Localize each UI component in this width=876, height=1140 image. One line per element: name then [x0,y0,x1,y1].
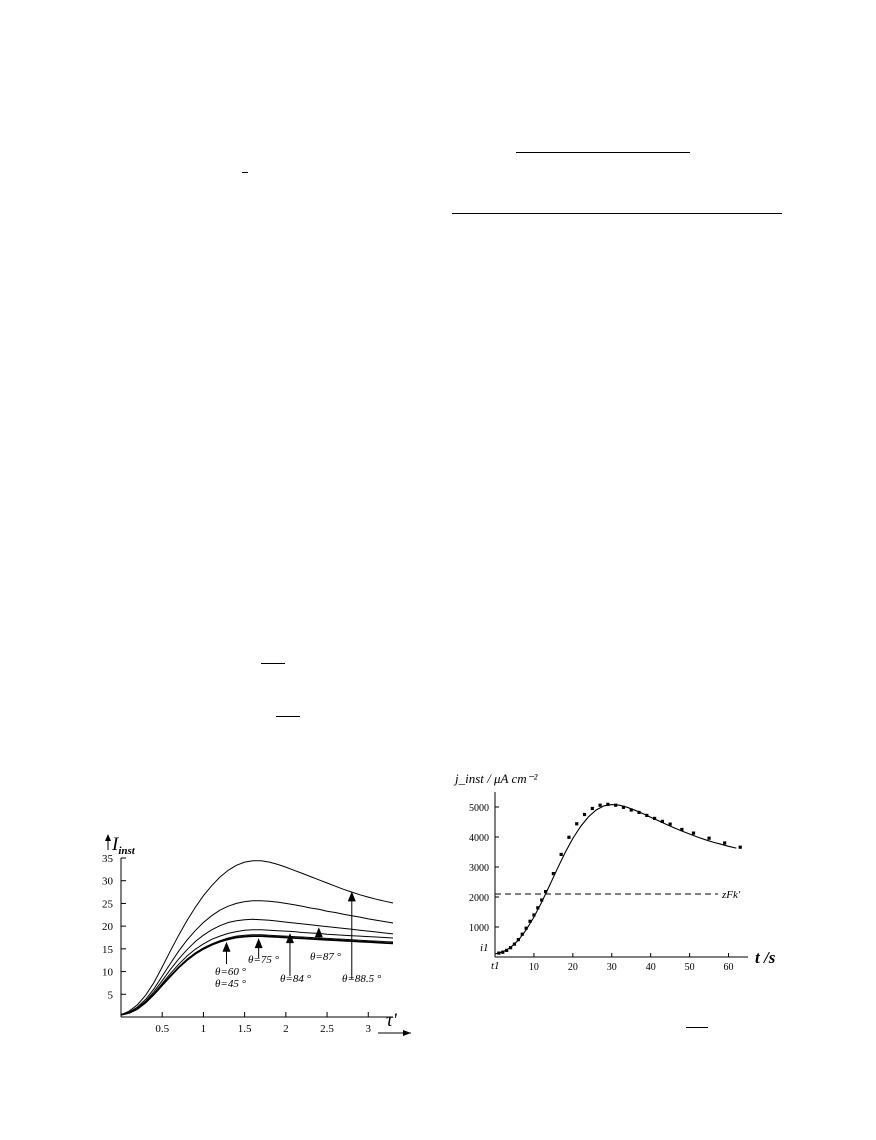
header-rule-long [452,213,782,214]
x-tick-label: 0.5 [155,1023,169,1035]
annotation-label: θ=45 ° [215,978,247,990]
x-tick-label: 3 [366,1023,372,1035]
x-axis-arrow-head [403,1030,411,1036]
series-group [120,860,394,1016]
annotation-arrow-head [222,941,231,952]
y-tick-label: 5 [108,989,114,1001]
axes [105,834,411,1036]
y-tick-label: 35 [102,853,114,865]
series-line [120,918,394,1016]
y-axis-label: Iinst [111,834,136,857]
fraction-bar-2 [261,663,285,664]
annotation-arrow-head [254,938,263,949]
fraction-bar-3 [276,716,300,717]
y-tick-label: 25 [102,898,114,910]
series-line [120,929,394,1016]
annotation-arrow-head [314,927,323,938]
header-rule-short [516,152,690,153]
annotation-label: θ=60 ° [215,966,247,978]
y-tick-label: 20 [102,921,114,933]
annotation-arrow-head [285,933,294,944]
x-axis-label: τ' [386,1010,398,1031]
y-tick-label: 30 [102,876,114,888]
annotation-label: θ=75 ° [248,954,280,966]
fraction-bar-1 [242,172,248,173]
y-axis-arrow-head [105,834,111,841]
annotation-label: θ=84 ° [280,973,312,985]
x-tick-label: 2 [283,1023,289,1035]
series-line [120,900,394,1016]
fraction-bar-4 [686,1027,708,1028]
annotation-label: θ=88.5 ° [342,973,382,985]
series-line [120,934,394,1016]
x-tick-label: 1 [201,1023,207,1035]
y-tick-label: 10 [102,967,114,979]
y-tick-label: 15 [102,944,114,956]
annotation-arrow-head [347,891,356,902]
series-line [120,860,394,1016]
x-tick-label: 1.5 [238,1023,252,1035]
annotation-label: θ=87 ° [310,951,342,963]
annotation-group: θ=60 °θ=45 °θ=75 °θ=84 ° θ=87 °θ=88.5 ° [215,891,382,990]
x-tick-label: 2.5 [320,1023,334,1035]
